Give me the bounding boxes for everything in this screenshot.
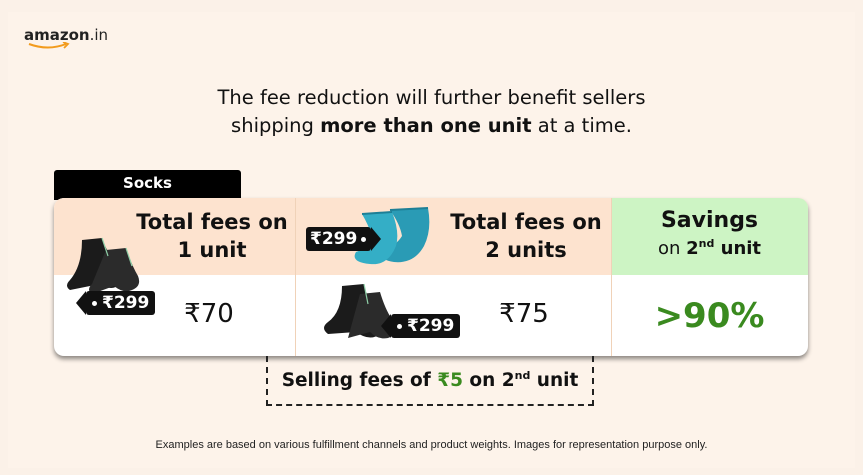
headline-line2: shipping more than one unit at a time. — [231, 114, 632, 137]
price-tag-icon: ₹299 — [75, 291, 156, 315]
amazon-logo: amazon.in — [24, 26, 108, 49]
column-divider — [295, 198, 296, 356]
savings-subtitle: on 2nd unit — [657, 237, 762, 259]
one-unit-heading: Total fees on 1 unit — [136, 210, 288, 262]
selling-fee-callout: Selling fees of ₹5 on 2nd unit — [266, 356, 594, 406]
savings-header-cell — [611, 198, 808, 275]
fee-comparison-card: Total fees on 1 unit Total fees on 2 uni… — [54, 198, 808, 356]
price-tag-icon: ₹299 — [380, 314, 461, 338]
savings-value: >90% — [654, 296, 765, 336]
black-sock-icon — [67, 237, 140, 294]
savings-title: Savings — [660, 208, 759, 233]
two-units-heading: Total fees on 2 units — [450, 210, 602, 262]
headline: The fee reduction will further benefit s… — [0, 84, 863, 140]
footnote: Examples are based on various fulfillmen… — [155, 439, 708, 451]
column-divider — [611, 198, 612, 356]
category-tab: Socks — [54, 170, 241, 200]
two-units-fee: ₹75 — [499, 299, 549, 329]
amazon-smile-arrow-icon — [28, 42, 70, 49]
one-unit-fee: ₹70 — [184, 299, 234, 329]
price-tag-icon: ₹299 — [306, 227, 382, 251]
headline-line1: The fee reduction will further benefit s… — [217, 86, 646, 109]
